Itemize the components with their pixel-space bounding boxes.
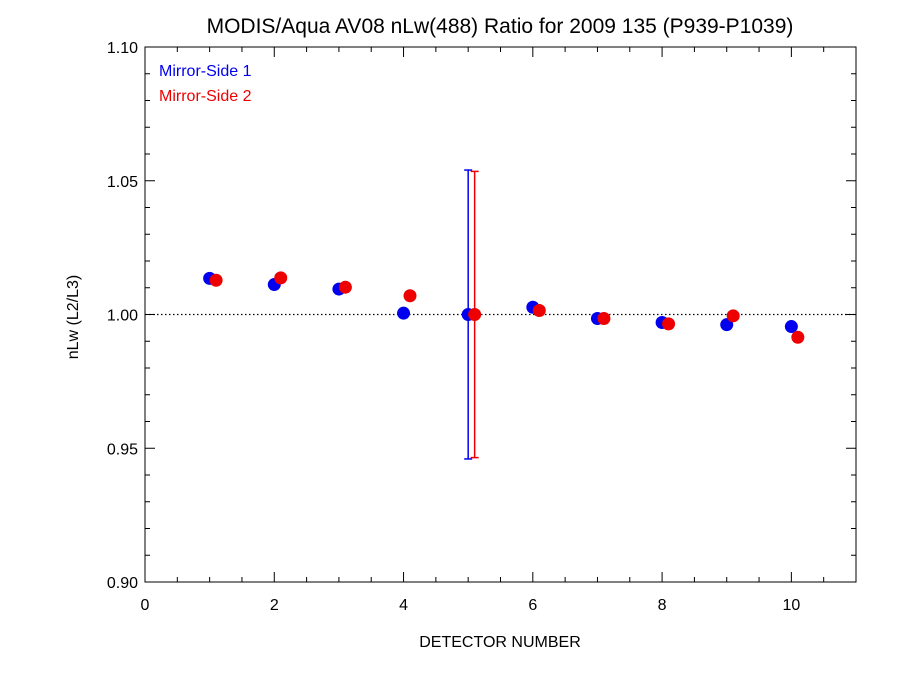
x-tick-label: 2	[270, 597, 279, 614]
legend: Mirror-Side 1 Mirror-Side 2	[159, 63, 252, 105]
series-2-point	[274, 271, 288, 285]
x-axis-label: DETECTOR NUMBER	[419, 634, 581, 651]
series-2-point	[726, 309, 740, 323]
x-tick-label: 0	[141, 597, 150, 614]
x-tick-label: 6	[528, 597, 537, 614]
data-marks	[203, 169, 805, 460]
y-tick-label: 1.00	[107, 308, 138, 325]
series-1-point	[784, 320, 798, 334]
y-tick-label: 0.95	[107, 441, 138, 458]
y-tick-label: 1.05	[107, 174, 138, 191]
axis-ticks	[144, 46, 857, 583]
series-2-point	[532, 303, 546, 317]
legend-entry: Mirror-Side 2	[159, 88, 252, 105]
y-tick-label: 0.90	[107, 575, 138, 592]
x-tick-label: 10	[782, 597, 800, 614]
series-2-point	[338, 280, 352, 294]
legend-entry: Mirror-Side 1	[159, 63, 252, 80]
y-tick-label: 1.10	[107, 40, 138, 57]
series-2-point	[662, 317, 676, 331]
series-2-point	[597, 312, 611, 326]
y-tick-labels: 0.90 0.95 1.00 1.05 1.10	[107, 40, 138, 592]
x-tick-labels: 0 2 4 6 8 10	[141, 597, 801, 614]
series-1-point	[397, 306, 411, 320]
x-tick-label: 4	[399, 597, 408, 614]
x-tick-label: 8	[658, 597, 667, 614]
series-2-point	[791, 330, 805, 344]
y-axis-label: nLw (L2/L3)	[65, 275, 82, 360]
series-2-point	[403, 289, 417, 303]
series-2-point	[468, 308, 482, 321]
chart-title: MODIS/Aqua AV08 nLw(488) Ratio for 2009 …	[207, 15, 794, 38]
series-2-point	[209, 273, 223, 287]
